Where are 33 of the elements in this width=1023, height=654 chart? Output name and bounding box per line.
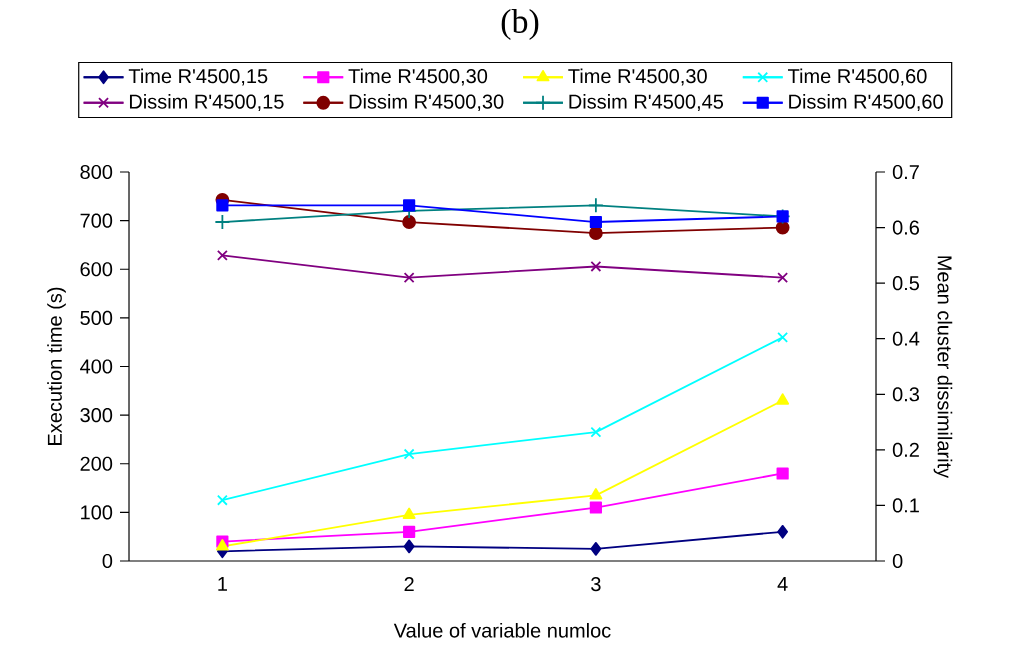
y-tick-label: 600	[80, 262, 113, 277]
y2-tick-label: 0.3	[892, 387, 920, 402]
x-tick-label: 4	[777, 577, 788, 591]
y-tick-label: 400	[80, 359, 113, 374]
y-tick-label: 200	[80, 456, 113, 471]
x-tick-label: 3	[591, 577, 601, 592]
x-tick-label: 1	[218, 577, 227, 591]
y2-tick-label: 0.5	[892, 276, 920, 291]
legend-label: Time R'4500,60	[788, 68, 927, 86]
y-tick-label: 700	[80, 213, 113, 228]
y2-tick-label: 0	[892, 553, 903, 569]
y2-tick-label: 0.7	[892, 164, 919, 180]
legend-label: Time R'4500,15	[128, 68, 268, 86]
y2-axis-title: Mean cluster dissimilarity	[933, 256, 953, 479]
y-tick-label: 500	[80, 310, 113, 325]
y-axis-title: Execution time (s)	[47, 287, 66, 445]
y-tick-label: 800	[80, 164, 113, 180]
legend-label: Dissim R'4500,60	[789, 94, 943, 112]
y2-tick-label: 0.6	[892, 220, 920, 235]
chart-title: (b)	[501, 9, 539, 40]
legend-label: Time R'4500,30	[568, 68, 707, 86]
y2-tick-label: 0.1	[892, 498, 919, 513]
x-axis-title: Value of variable numloc	[393, 622, 611, 638]
y-tick-label: 100	[81, 505, 113, 520]
legend-label: Dissim R'4500,45	[569, 94, 724, 112]
y2-tick-label: 0.4	[892, 331, 920, 346]
legend-label: Dissim R'4500,30	[349, 94, 504, 112]
legend-label: Dissim R'4500,15	[129, 94, 284, 112]
y2-tick-label: 0.2	[892, 442, 919, 457]
y-tick-label: 300	[80, 408, 113, 423]
legend-label: Time R'4500,30	[348, 68, 488, 86]
x-tick-label: 2	[404, 577, 414, 592]
y-tick-label: 0	[102, 553, 113, 569]
